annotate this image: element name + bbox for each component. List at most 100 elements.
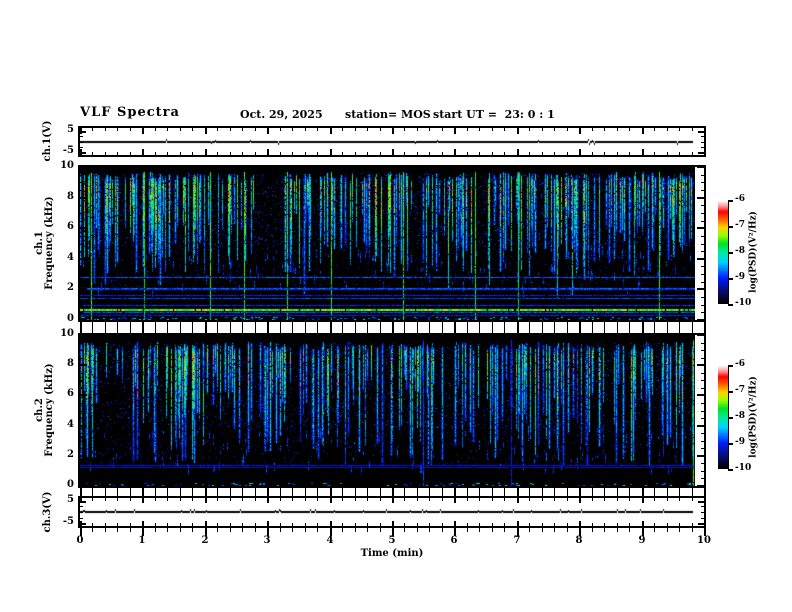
axis-tick <box>667 322 668 333</box>
axis-tick <box>380 488 381 496</box>
x-tick-label: 5 <box>388 535 396 546</box>
axis-tick <box>330 149 332 155</box>
ch3-volt-y-tick <box>80 506 83 507</box>
axis-tick <box>205 128 207 134</box>
axis-tick <box>692 128 693 131</box>
axis-tick <box>167 322 168 333</box>
ch1-spec-y-tick <box>80 244 83 245</box>
ch1-spec-y-tick <box>80 221 83 222</box>
ch2-spec-y-label: 2 <box>67 449 74 460</box>
axis-tick <box>217 322 218 333</box>
ch2-spec-y-tick <box>701 463 704 464</box>
axis-tick <box>492 128 493 131</box>
ch1-spec-y-label: 10 <box>60 160 74 171</box>
axis-tick <box>142 322 144 333</box>
ch1-spec-y-tick <box>80 190 83 191</box>
station-label: station= MOS <box>345 108 431 121</box>
axis-tick <box>342 152 343 155</box>
ch2-spec-y-label: 8 <box>67 358 74 369</box>
ch3-volt-y-tick <box>701 518 704 519</box>
ch2-spec-y-tick <box>697 394 704 396</box>
ch3-voltage-trace <box>80 498 695 526</box>
axis-tick <box>467 152 468 155</box>
axis-tick <box>479 488 480 496</box>
axis-tick <box>429 523 430 526</box>
axis-tick <box>404 498 405 501</box>
ch1-volt-y-tick <box>80 136 83 137</box>
axis-tick <box>305 528 306 532</box>
axis-tick <box>567 488 568 496</box>
axis-tick <box>267 322 269 333</box>
axis-tick <box>454 521 456 526</box>
axis-tick <box>617 152 618 155</box>
axis-tick <box>255 528 256 532</box>
ch1-volt-y-tick <box>80 147 83 148</box>
axis-tick <box>417 498 418 501</box>
axis-tick <box>542 498 543 501</box>
colorbar-tick-label: -10 <box>735 298 752 308</box>
axis-tick <box>679 488 680 496</box>
axis-tick <box>117 322 118 333</box>
axis-tick <box>467 528 468 532</box>
ch2-spec-y-tick <box>80 350 83 351</box>
ch1-spec-y-tick <box>701 190 704 191</box>
axis-tick <box>579 528 581 536</box>
axis-tick <box>504 488 505 496</box>
axis-tick <box>280 498 281 501</box>
ch2-spec-y-tick <box>701 388 704 389</box>
ch2-spectrogram <box>80 335 695 486</box>
axis-tick <box>255 488 256 496</box>
axis-tick <box>679 322 680 333</box>
axis-tick <box>529 488 530 496</box>
axis-tick <box>317 523 318 526</box>
x-tick-label: 8 <box>575 535 583 546</box>
axis-tick <box>380 528 381 532</box>
axis-tick <box>192 523 193 526</box>
axis-tick <box>629 498 630 501</box>
axis-tick <box>542 528 543 532</box>
axis-tick <box>579 488 581 496</box>
axis-tick <box>442 498 443 501</box>
x-tick-label: 3 <box>263 535 271 546</box>
axis-tick <box>529 322 530 333</box>
ch2-spec-y-tick <box>701 418 704 419</box>
axis-tick <box>592 528 593 532</box>
axis-tick <box>292 528 293 532</box>
axis-tick <box>429 498 430 501</box>
axis-tick <box>642 528 644 536</box>
axis-tick <box>567 523 568 526</box>
axis-tick <box>617 528 618 532</box>
axis-tick <box>392 149 394 155</box>
axis-tick <box>242 128 243 131</box>
ch1-spec-y-tick <box>80 175 83 176</box>
axis-tick <box>180 152 181 155</box>
axis-tick <box>142 498 144 503</box>
axis-tick <box>142 528 144 536</box>
axis-tick <box>454 149 456 155</box>
ch2-spec-y-tick <box>80 403 83 404</box>
axis-tick <box>105 523 106 526</box>
axis-tick <box>367 152 368 155</box>
axis-tick <box>567 498 568 501</box>
axis-tick <box>317 152 318 155</box>
ch1-spec-y-label: 2 <box>67 282 74 293</box>
axis-tick <box>429 488 430 496</box>
axis-tick <box>117 128 118 131</box>
axis-tick <box>529 523 530 526</box>
axis-tick <box>217 488 218 496</box>
axis-tick <box>392 128 394 134</box>
x-tick-label: 4 <box>326 535 334 546</box>
ch2-spec-y-tick <box>701 478 704 479</box>
axis-tick <box>429 322 430 333</box>
colorbar-tick <box>728 469 733 471</box>
colorbar-tick <box>728 391 733 393</box>
colorbar-tick-label: -7 <box>735 385 745 395</box>
axis-tick <box>217 152 218 155</box>
axis-tick <box>504 128 505 131</box>
colorbar-tick-label: -6 <box>735 194 745 204</box>
axis-tick <box>692 488 693 496</box>
start-ut-label: start UT = 23: 0 : 1 <box>433 108 555 121</box>
axis-tick <box>504 528 505 532</box>
axis-tick <box>429 528 430 532</box>
